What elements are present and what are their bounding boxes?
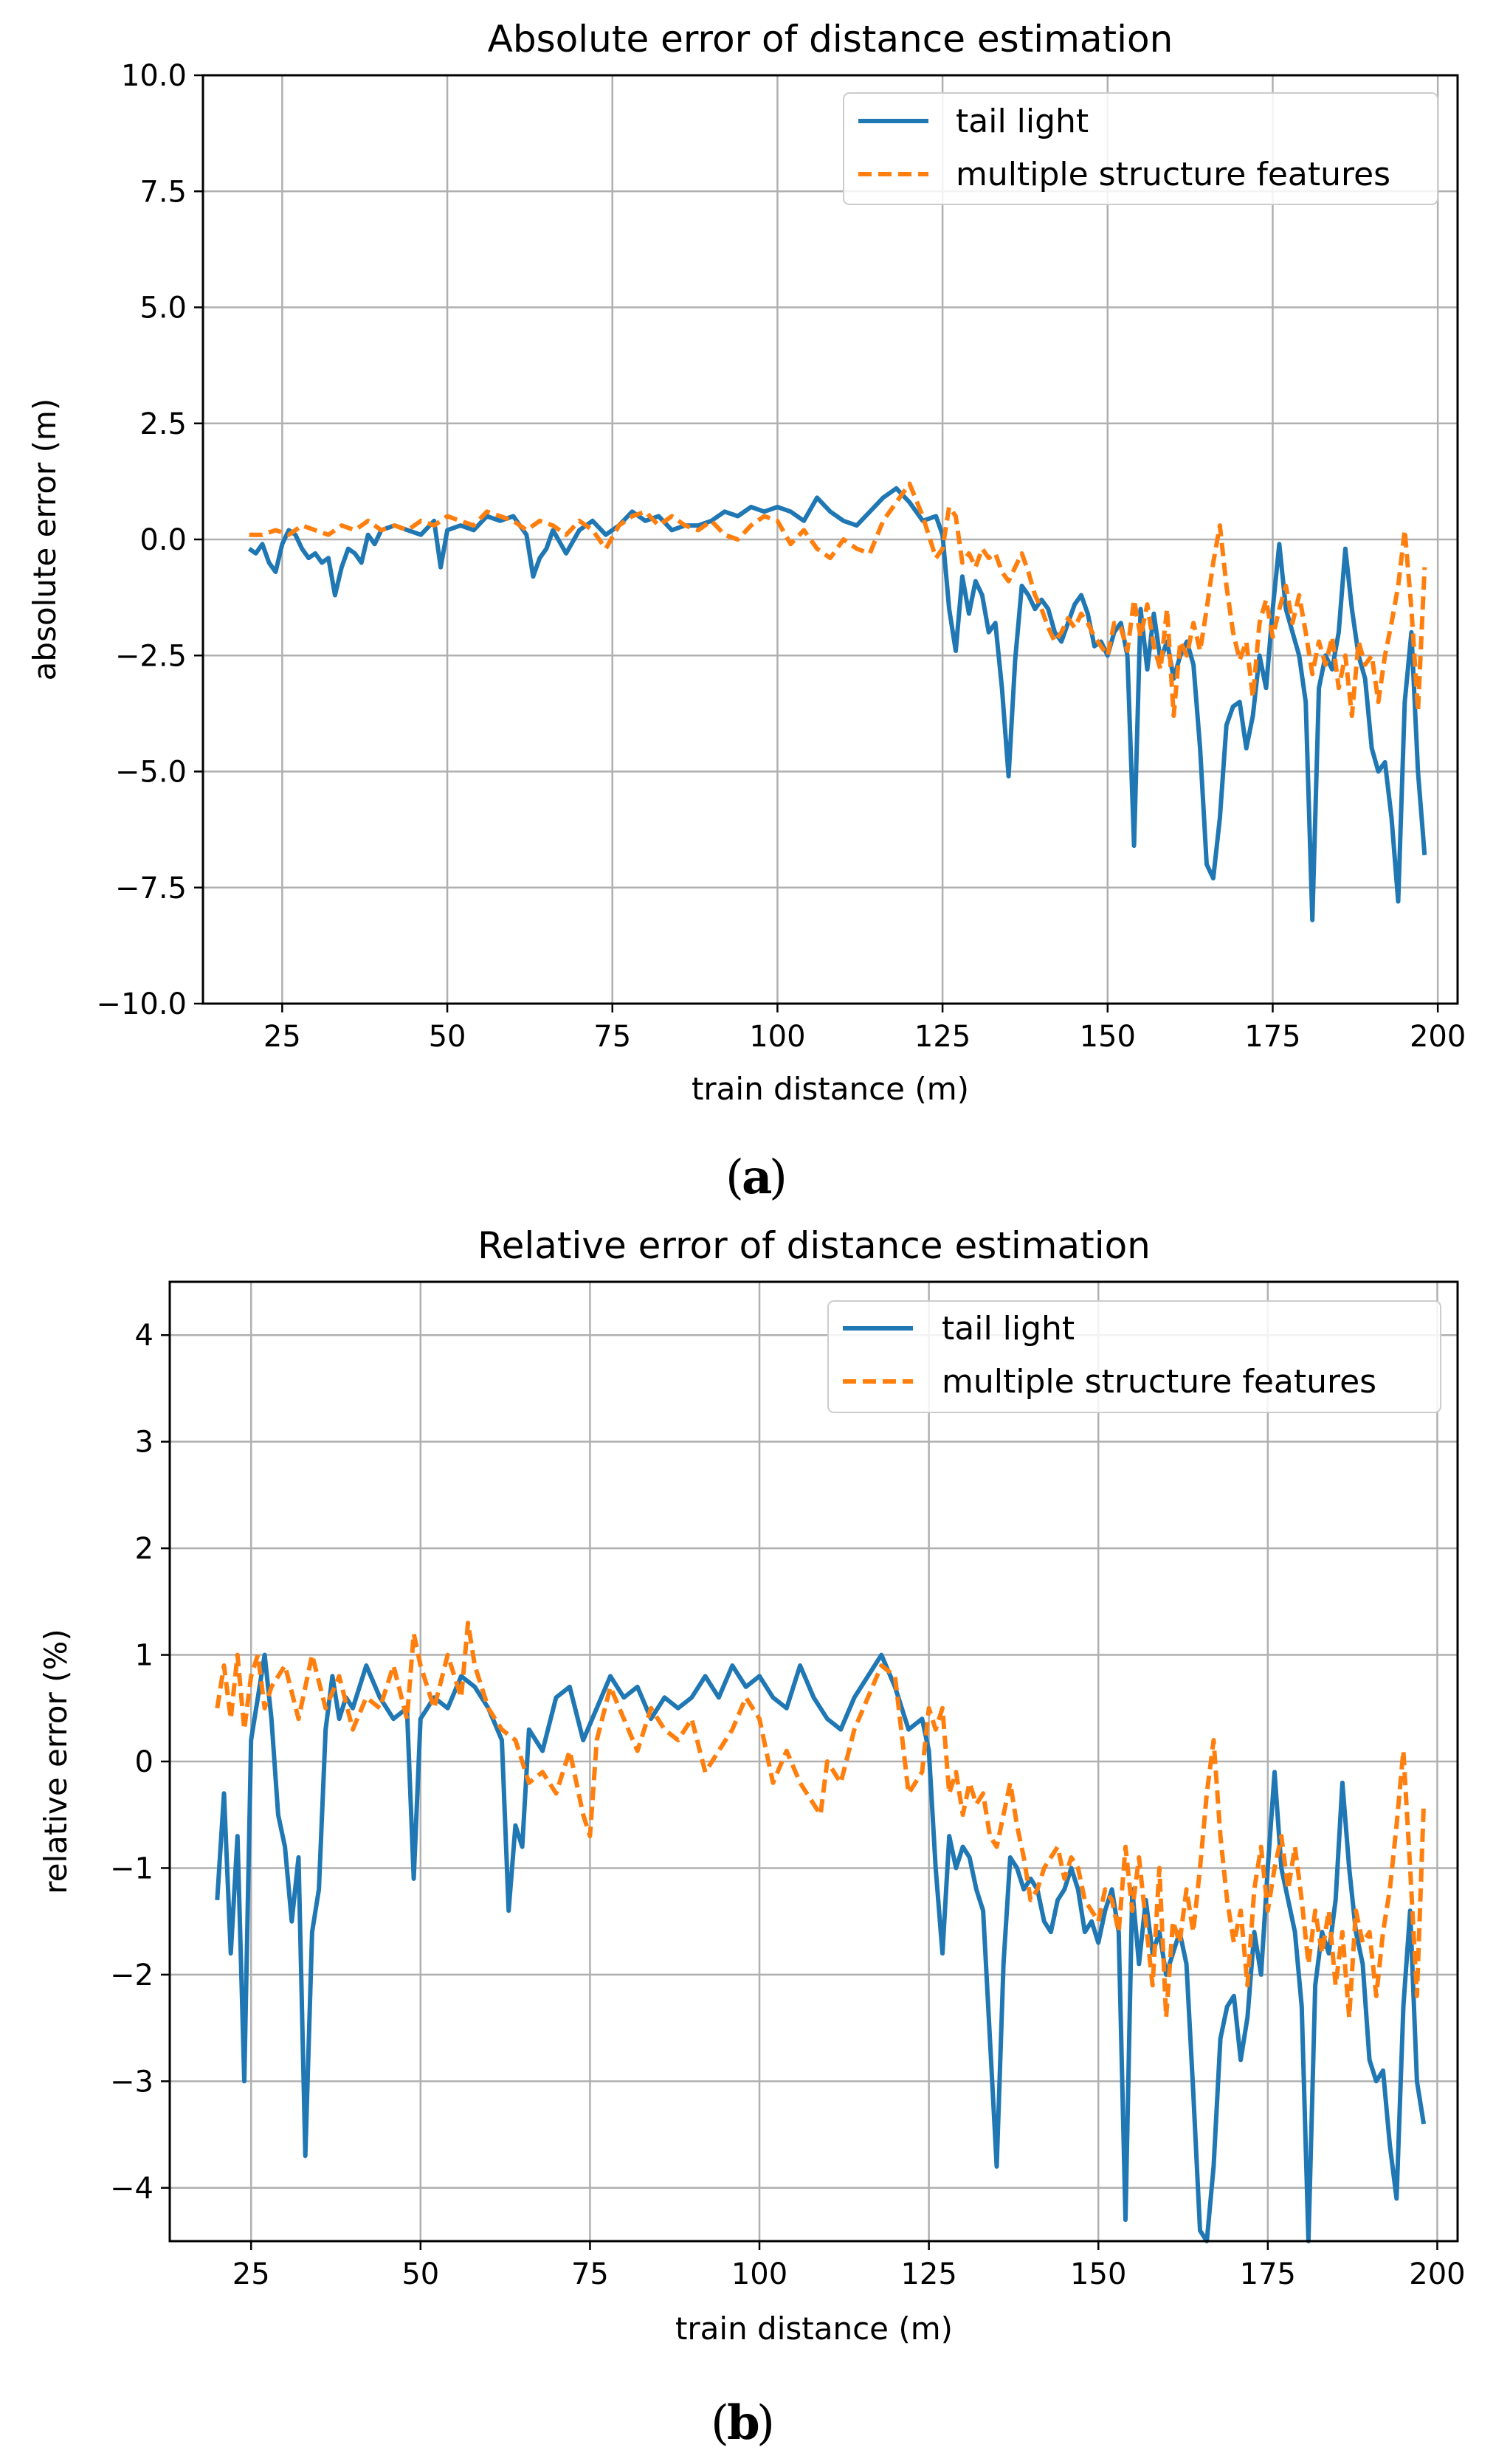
chart-a-series-layer bbox=[247, 481, 1427, 922]
chart-a-y-tick-label: 5.0 bbox=[139, 291, 187, 325]
chart-b-series-layer bbox=[215, 1621, 1427, 2243]
chart-b-y-tick-label: 2 bbox=[135, 1532, 154, 1566]
chart-b-series-multiple-structure-features bbox=[215, 1621, 1427, 2020]
chart-a-x-axis-label: train distance (m) bbox=[692, 1071, 969, 1107]
chart-a-x-tick-label: 150 bbox=[1080, 1020, 1136, 1054]
chart-a-x-tick-label: 75 bbox=[593, 1020, 631, 1054]
chart-a-x-tick-label: 25 bbox=[263, 1020, 301, 1054]
chart-a-y-axis-label: absolute error (m) bbox=[27, 398, 63, 681]
chart-a-y-tick-label: −7.5 bbox=[115, 872, 187, 905]
chart-a-grid bbox=[203, 74, 1458, 1005]
chart-b-y-tick-label: −1 bbox=[110, 1852, 154, 1885]
chart-a-legend-label-multiple-structure-features: multiple structure features bbox=[956, 156, 1390, 193]
chart-b-y-tick-label: 0 bbox=[135, 1745, 154, 1779]
chart-a-y-tick-label: −10.0 bbox=[96, 987, 187, 1021]
caption-b: ( b ) bbox=[711, 2395, 775, 2451]
chart-b-x-tick-label: 150 bbox=[1070, 2257, 1126, 2291]
chart-a-x-tick-label: 125 bbox=[914, 1020, 971, 1054]
chart-b-legend-label-tail-light: tail light bbox=[942, 1310, 1075, 1347]
chart-a-legend-label-tail-light: tail light bbox=[956, 103, 1089, 140]
chart-a-legend-box bbox=[843, 92, 1438, 205]
chart-b-x-tick-label: 75 bbox=[571, 2257, 609, 2291]
chart-b-title: Relative error of distance estimation bbox=[478, 1224, 1151, 1267]
chart-a-x-tick-label: 200 bbox=[1410, 1020, 1466, 1054]
chart-b-x-tick-label: 175 bbox=[1240, 2257, 1296, 2291]
chart-a-x-ticks: 25 50 75 100 125 150 175 200 bbox=[263, 1004, 1466, 1054]
chart-b-x-tick-label: 25 bbox=[232, 2257, 270, 2291]
chart-a-y-ticks: −10.0 −7.5 −5.0 −2.5 0.0 2.5 5.0 7.5 10.0 bbox=[96, 59, 203, 1021]
chart-b-grid bbox=[170, 1282, 1458, 2241]
chart-a-y-tick-label: 2.5 bbox=[139, 407, 187, 441]
chart-a-y-tick-label: −5.0 bbox=[115, 756, 187, 790]
chart-b-y-axis-label: relative error (%) bbox=[38, 1629, 74, 1894]
chart-a-x-tick-label: 100 bbox=[749, 1020, 805, 1054]
chart-b-legend-label-multiple-structure-features: multiple structure features bbox=[942, 1363, 1376, 1401]
caption-b-open-paren: ( bbox=[711, 2396, 729, 2451]
caption-b-letter: b bbox=[727, 2395, 760, 2451]
chart-a-series-multiple-structure-features bbox=[249, 481, 1427, 718]
chart-b-y-tick-label: −2 bbox=[110, 1959, 154, 1992]
chart-b-x-tick-label: 100 bbox=[731, 2257, 787, 2291]
caption-a-letter: a bbox=[742, 1150, 772, 1205]
chart-a-y-tick-label: −2.5 bbox=[115, 639, 187, 673]
chart-b-y-tick-label: 3 bbox=[135, 1426, 154, 1460]
caption-a-open-paren: ( bbox=[725, 1150, 744, 1205]
chart-b-x-tick-label: 125 bbox=[900, 2257, 956, 2291]
chart-b-legend-box bbox=[827, 1300, 1441, 1413]
chart-a-y-tick-label: 7.5 bbox=[139, 175, 187, 209]
chart-b-y-tick-label: −4 bbox=[110, 2172, 154, 2206]
caption-a: ( a ) bbox=[725, 1150, 787, 1205]
chart-a-x-tick-label: 175 bbox=[1244, 1020, 1300, 1054]
caption-b-close-paren: ) bbox=[756, 2396, 775, 2451]
chart-a-y-tick-label: 0.0 bbox=[139, 523, 187, 557]
chart-a-title: Absolute error of distance estimation bbox=[488, 18, 1173, 61]
chart-b-legend: tail light multiple structure features bbox=[827, 1300, 1441, 1413]
chart-a-series-tail-light bbox=[247, 486, 1427, 922]
chart-b-x-tick-label: 200 bbox=[1409, 2257, 1465, 2291]
chart-b-x-tick-label: 50 bbox=[401, 2257, 439, 2291]
chart-b-y-tick-label: 1 bbox=[135, 1639, 154, 1673]
caption-a-close-paren: ) bbox=[769, 1150, 787, 1205]
chart-b-x-axis-label: train distance (m) bbox=[675, 2311, 953, 2347]
chart-b-x-ticks: 25 50 75 100 125 150 175 200 bbox=[232, 2241, 1466, 2291]
chart-b-y-tick-label: 4 bbox=[135, 1319, 154, 1353]
chart-a-y-tick-label: 10.0 bbox=[121, 59, 187, 93]
chart-absolute-error: Absolute error of distance estimation 25… bbox=[27, 18, 1466, 1205]
chart-a-x-tick-label: 50 bbox=[429, 1020, 466, 1054]
chart-a-legend: tail light multiple structure features bbox=[843, 92, 1438, 205]
chart-b-y-tick-label: −3 bbox=[110, 2065, 154, 2099]
chart-b-y-ticks: −4 −3 −2 −1 0 1 2 3 4 bbox=[110, 1319, 170, 2206]
chart-relative-error: Relative error of distance estimation 25… bbox=[38, 1224, 1466, 2451]
